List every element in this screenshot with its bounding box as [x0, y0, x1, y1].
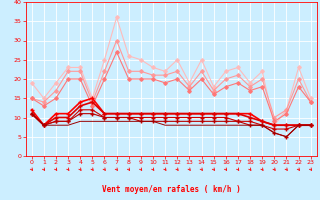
X-axis label: Vent moyen/en rafales ( km/h ): Vent moyen/en rafales ( km/h ) — [102, 185, 241, 194]
